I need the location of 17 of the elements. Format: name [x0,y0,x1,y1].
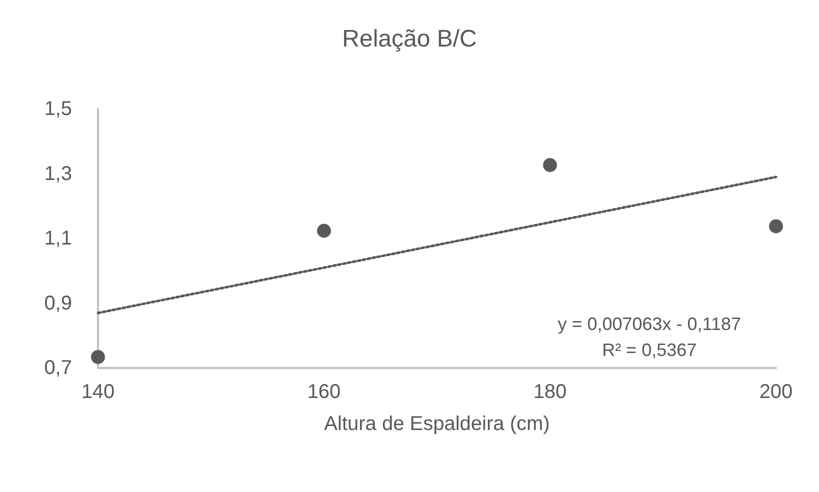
point [317,224,331,238]
y-tick-label: 1,5 [44,98,72,120]
chart-title: Relação B/C [342,26,477,52]
x-tick-label: 140 [81,381,115,403]
annotation: R² = 0,5367 [602,340,697,360]
x-tick-label: 160 [307,381,341,403]
y-tick-label: 0,7 [44,357,72,379]
annotation: y = 0,007063x - 0,1187 [558,314,742,334]
y-tick-label: 1,3 [44,162,72,185]
x-tick-label: 180 [533,381,567,403]
point [769,219,783,234]
point [91,350,105,364]
y-tick-label: 0,9 [44,292,72,314]
point [543,158,557,172]
y-tick-label: 1,1 [44,228,72,250]
x-tick-label: 200 [759,381,793,403]
x-axis-title: Altura de Espaldeira (cm) [324,413,550,435]
